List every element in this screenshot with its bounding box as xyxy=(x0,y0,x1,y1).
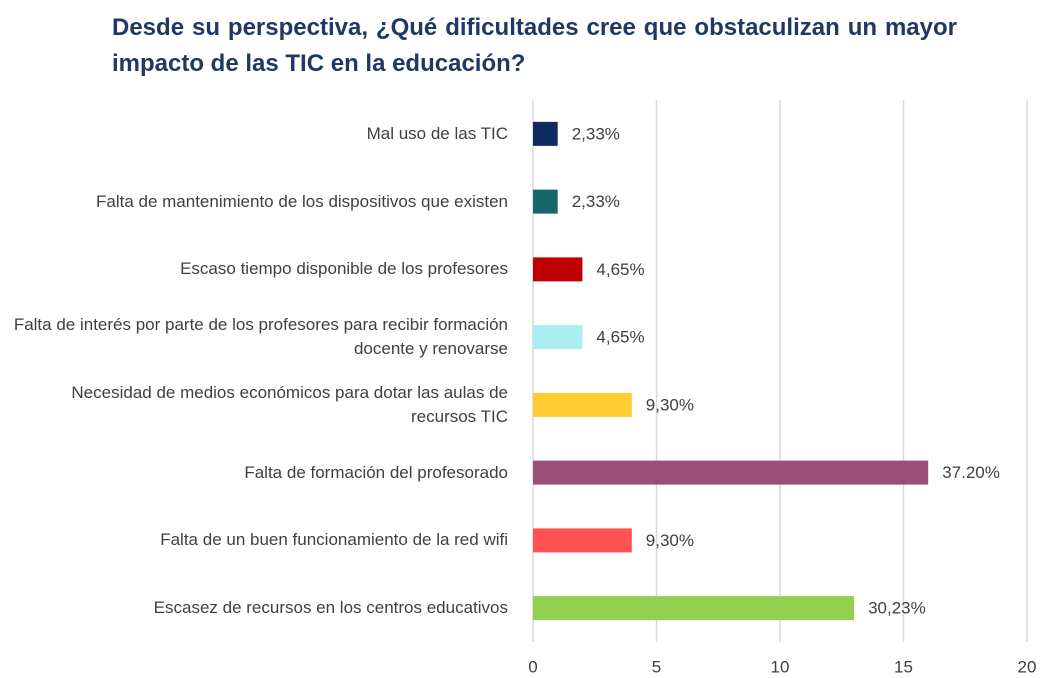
data-label: 9,30% xyxy=(646,531,694,550)
bar xyxy=(533,189,558,214)
bar xyxy=(533,460,929,485)
category-label: Escaso tiempo disponible de los profesor… xyxy=(180,259,508,279)
data-label: 2,33% xyxy=(572,124,620,143)
data-label: 9,30% xyxy=(646,395,694,414)
bar xyxy=(533,392,632,417)
x-tick-label: 0 xyxy=(528,657,537,676)
x-tick-label: 10 xyxy=(771,657,790,676)
data-label: 2,33% xyxy=(572,192,620,211)
bar xyxy=(533,528,632,553)
x-tick-label: 5 xyxy=(652,657,661,676)
bar xyxy=(533,596,855,621)
category-label: Falta de formación del profesorado xyxy=(244,462,508,482)
chart-title: Desde su perspectiva, ¿Qué dificultades … xyxy=(112,14,957,77)
data-label: 4,65% xyxy=(596,260,644,279)
category-label: Falta de interés por parte de los profes… xyxy=(13,315,508,359)
x-tick-label: 15 xyxy=(894,657,913,676)
category-label: Necesidad de medios económicos para dota… xyxy=(71,382,508,426)
category-label: Falta de mantenimiento de los dispositiv… xyxy=(95,191,508,211)
data-label: 4,65% xyxy=(596,328,644,347)
bar xyxy=(533,257,583,282)
bar xyxy=(533,325,583,350)
data-label: 37.20% xyxy=(942,463,1000,482)
category-label: Escasez de recursos en los centros educa… xyxy=(153,598,508,618)
bar xyxy=(533,121,558,146)
data-label: 30,23% xyxy=(868,599,926,618)
x-tick-label: 20 xyxy=(1018,657,1037,676)
category-label: Falta de un buen funcionamiento de la re… xyxy=(160,530,508,550)
category-label: Mal uso de las TIC xyxy=(366,123,508,143)
